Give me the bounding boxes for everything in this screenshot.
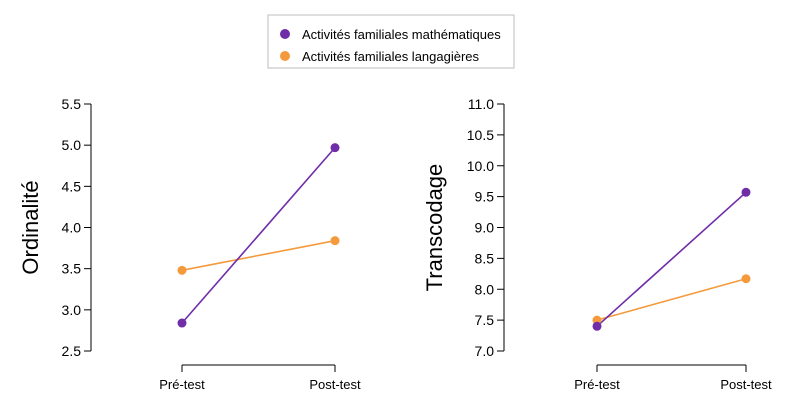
y-tick-label: 10.0	[467, 158, 494, 174]
transcodage-chart: 7.0 7.5 8.0 8.5 9.0 9.5 10.0 10.5 11.0 Pré-test Po…	[422, 96, 772, 392]
y-tick-label: 8.5	[475, 250, 495, 266]
y-tick-label: 4.5	[62, 178, 82, 194]
data-point	[741, 274, 751, 284]
series-line	[181, 147, 336, 324]
y-axis-title: Transcodage	[422, 164, 447, 292]
y-axis-title: Ordinalité	[18, 180, 43, 274]
x-tick-label: Pré-test	[574, 377, 620, 392]
legend-box	[267, 14, 515, 69]
series-line	[596, 191, 747, 327]
series-line	[596, 277, 747, 321]
legend-label-lang: Activités familiales langagières	[302, 49, 480, 64]
series-line	[181, 239, 336, 272]
legend-marker-lang	[280, 51, 290, 61]
y-tick-label: 5.0	[62, 137, 82, 153]
y-tick-label: 5.5	[62, 96, 82, 112]
data-point	[592, 315, 602, 325]
y-tick-label: 11.0	[468, 96, 494, 112]
y-tick-label: 9.5	[475, 189, 495, 205]
data-point	[177, 318, 187, 328]
y-tick-label: 3.0	[62, 302, 82, 318]
data-point	[592, 321, 602, 331]
y-tick-label: 3.5	[62, 261, 82, 277]
x-tick-label: Post-test	[720, 377, 772, 392]
y-tick-label: 4.0	[62, 220, 82, 236]
y-tick-label: 7.5	[475, 312, 495, 328]
y-tick-label: 9.0	[475, 220, 495, 236]
data-point	[330, 236, 340, 246]
ordinalite-chart: 2.5 3.0 3.5 4.0 4.5 5.0 5.5 Pré-test Post-test Or…	[18, 96, 361, 392]
x-tick-label: Pré-test	[159, 377, 205, 392]
y-tick-label: 10.5	[467, 127, 494, 143]
y-tick-label: 2.5	[62, 343, 82, 359]
y-tick-label: 8.0	[475, 281, 495, 297]
y-tick-label: 7.0	[475, 343, 495, 359]
legend-marker-math	[280, 29, 290, 39]
data-point	[330, 143, 340, 153]
data-point	[741, 187, 751, 197]
legend: Activités familiales mathématiques Activ…	[267, 14, 515, 69]
data-point	[177, 265, 187, 275]
x-tick-label: Post-test	[309, 377, 361, 392]
legend-label-math: Activités familiales mathématiques	[302, 27, 501, 42]
